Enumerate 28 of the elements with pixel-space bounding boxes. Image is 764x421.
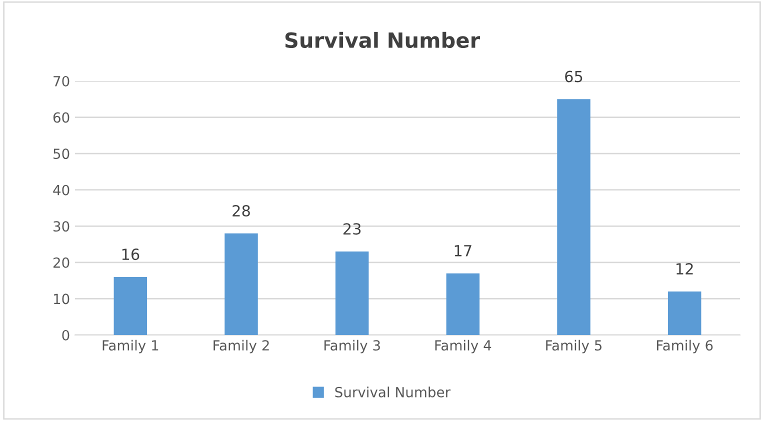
y-tick-label: 40 xyxy=(53,184,70,196)
x-tick-label: Family 4 xyxy=(435,340,492,354)
y-tick-label: 0 xyxy=(62,330,70,340)
bar xyxy=(335,252,369,335)
bar xyxy=(557,99,590,335)
y-tick-label: 30 xyxy=(54,221,70,232)
data-label: 23 xyxy=(343,223,361,235)
data-label: 12 xyxy=(676,263,693,274)
chart-title: Survival Number xyxy=(285,32,480,48)
data-label: 28 xyxy=(232,204,250,217)
x-tick-label: Family 3 xyxy=(324,340,380,354)
y-tick-label: 70 xyxy=(54,76,70,86)
y-tick-label: 50 xyxy=(54,148,70,160)
data-label: 65 xyxy=(565,70,582,82)
bar xyxy=(446,273,480,335)
bar xyxy=(114,276,148,335)
bar xyxy=(668,291,702,335)
y-tick-label: 60 xyxy=(53,112,70,123)
x-tick-label: Family 1 xyxy=(102,340,158,354)
x-tick-label: Family 2 xyxy=(214,340,269,354)
y-tick-label: 20 xyxy=(53,257,70,268)
y-tick-label: 10 xyxy=(54,294,70,304)
x-tick-label: Family 6 xyxy=(656,340,713,354)
bar xyxy=(224,233,258,335)
data-label: 17 xyxy=(454,245,472,256)
x-tick-label: Family 5 xyxy=(546,340,602,354)
data-label: 16 xyxy=(122,248,140,260)
legend-label: Survival Number xyxy=(335,386,451,398)
